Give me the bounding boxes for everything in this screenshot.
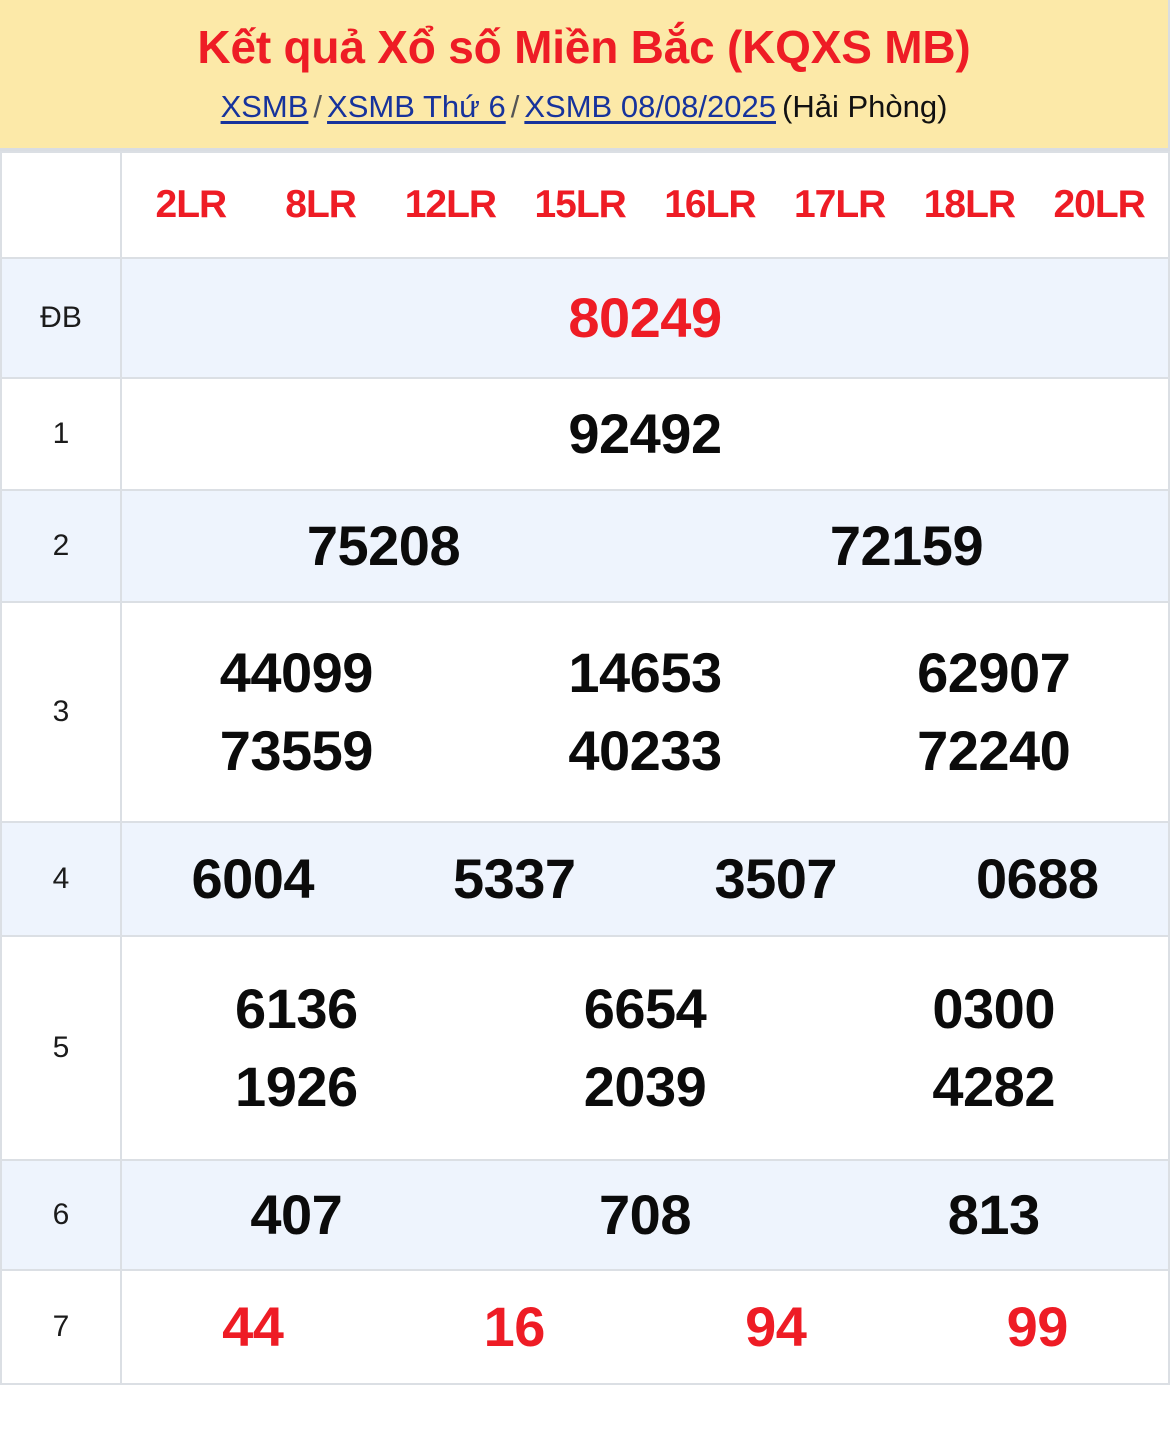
prize-values-1: 92492 <box>120 376 1170 491</box>
prize-stack-2: 75208 72159 <box>122 491 1168 601</box>
prize-row-3: 3 44099 14653 62907 73559 40233 72240 <box>0 600 1170 823</box>
prize-number-line: 75208 72159 <box>122 513 1168 577</box>
prize-number: 75208 <box>306 513 461 577</box>
prize-number-line: 44 16 94 99 <box>122 1294 1168 1358</box>
prize-number: 2039 <box>583 1054 707 1118</box>
prize-number: 92492 <box>568 401 722 465</box>
prize-number: 5337 <box>452 846 576 910</box>
prize-values-4: 6004 5337 3507 0688 <box>120 820 1170 937</box>
breadcrumb-province: (Hải Phòng) <box>782 88 948 124</box>
breadcrumb-link-xsmb[interactable]: XSMB <box>220 88 309 124</box>
lr-list: 2LR 8LR 12LR 15LR 16LR 17LR 18LR 20LR <box>122 183 1168 227</box>
lr-item-15lr[interactable]: 15LR <box>534 182 626 226</box>
prize-number: 407 <box>250 1182 343 1246</box>
prize-number: 4282 <box>932 1054 1055 1118</box>
prize-number: 72240 <box>917 718 1071 782</box>
prize-stack-db: 80249 <box>122 259 1168 377</box>
prize-number: 44099 <box>219 640 374 704</box>
prize-row-7: 7 44 16 94 99 <box>0 1268 1170 1385</box>
prize-number: 14653 <box>568 640 722 704</box>
prize-label-4: 4 <box>0 820 122 937</box>
prize-number-line: 6004 5337 3507 0688 <box>122 846 1168 910</box>
prize-number: 94 <box>745 1294 807 1358</box>
prize-label-db: ĐB <box>0 256 122 379</box>
prize-values-3: 44099 14653 62907 73559 40233 72240 <box>120 600 1170 823</box>
prize-row-5: 5 6136 6654 0300 1926 2039 4282 <box>0 934 1170 1161</box>
prize-number-line: 407 708 813 <box>122 1182 1168 1246</box>
prize-stack-1: 92492 <box>122 379 1168 489</box>
prize-stack-6: 407 708 813 <box>122 1161 1168 1269</box>
lr-header-values: 2LR 8LR 12LR 15LR 16LR 17LR 18LR 20LR <box>120 150 1170 259</box>
prize-row-6: 6 407 708 813 <box>0 1158 1170 1271</box>
prize-number: 813 <box>947 1182 1040 1246</box>
prize-values-6: 407 708 813 <box>120 1158 1170 1271</box>
lr-item-8lr[interactable]: 8LR <box>285 182 357 226</box>
prize-label-2: 2 <box>0 488 122 603</box>
prize-values-2: 75208 72159 <box>120 488 1170 603</box>
prize-label-1: 1 <box>0 376 122 491</box>
prize-values-5: 6136 6654 0300 1926 2039 4282 <box>120 934 1170 1161</box>
prize-number-line: 44099 14653 62907 <box>122 640 1168 704</box>
prize-stack-4: 6004 5337 3507 0688 <box>122 823 1168 935</box>
prize-number: 0300 <box>932 976 1055 1040</box>
results-table-body: 2LR 8LR 12LR 15LR 16LR 17LR 18LR 20LR ĐB <box>0 150 1170 1385</box>
prize-number: 6136 <box>235 976 358 1040</box>
lottery-results-table: 2LR 8LR 12LR 15LR 16LR 17LR 18LR 20LR ĐB <box>0 150 1170 1385</box>
prize-label-7: 7 <box>0 1268 122 1385</box>
prize-number: 1926 <box>235 1054 358 1118</box>
lr-item-16lr[interactable]: 16LR <box>664 182 756 226</box>
prize-row-4: 4 6004 5337 3507 0688 <box>0 820 1170 937</box>
breadcrumb-link-xsmb-thu-6[interactable]: XSMB Thứ 6 <box>327 88 506 124</box>
prize-number-line: 80249 <box>122 285 1168 349</box>
lr-header-label <box>0 150 122 259</box>
prize-values-db: 80249 <box>120 256 1170 379</box>
prize-number: 708 <box>599 1182 691 1246</box>
prize-row-1: 1 92492 <box>0 376 1170 491</box>
breadcrumb-separator-2: / <box>510 88 520 124</box>
prize-number: 73559 <box>219 718 374 782</box>
prize-number: 0688 <box>975 846 1099 910</box>
prize-number: 80249 <box>568 285 722 349</box>
prize-stack-7: 44 16 94 99 <box>122 1271 1168 1383</box>
prize-number: 72159 <box>829 513 984 577</box>
prize-number: 40233 <box>568 718 722 782</box>
breadcrumb-link-xsmb-date[interactable]: XSMB 08/08/2025 <box>524 88 776 124</box>
page-banner: Kết quả Xổ số Miền Bắc (KQXS MB) XSMB / XS… <box>0 0 1170 151</box>
prize-number: 6004 <box>191 846 315 910</box>
prize-number: 62907 <box>917 640 1071 704</box>
prize-row-db: ĐB 80249 <box>0 256 1170 379</box>
prize-label-6: 6 <box>0 1158 122 1271</box>
prize-number-line: 6136 6654 0300 <box>122 976 1168 1040</box>
lr-item-12lr[interactable]: 12LR <box>404 182 497 226</box>
prize-number: 44 <box>222 1294 284 1358</box>
lr-item-17lr[interactable]: 17LR <box>793 182 886 226</box>
breadcrumb-separator-1: / <box>313 88 323 124</box>
breadcrumb: XSMB / XSMB Thứ 6/XSMB 08/08/2025 (Hải Phòn… <box>0 88 1168 124</box>
prize-values-7: 44 16 94 99 <box>120 1268 1170 1385</box>
prize-stack-3: 44099 14653 62907 73559 40233 72240 <box>122 603 1168 821</box>
prize-number: 6654 <box>583 976 707 1040</box>
prize-number-line: 1926 2039 4282 <box>122 1054 1168 1118</box>
prize-stack-5: 6136 6654 0300 1926 2039 4282 <box>122 937 1168 1159</box>
lr-item-2lr[interactable]: 2LR <box>155 182 228 226</box>
prize-number-line: 73559 40233 72240 <box>122 718 1168 782</box>
prize-number: 3507 <box>714 846 838 910</box>
prize-row-2: 2 75208 72159 <box>0 488 1170 603</box>
prize-label-3: 3 <box>0 600 122 823</box>
prize-number: 16 <box>483 1294 546 1358</box>
lr-header-row: 2LR 8LR 12LR 15LR 16LR 17LR 18LR 20LR <box>0 150 1170 259</box>
prize-number: 99 <box>1006 1294 1069 1358</box>
lr-item-18lr[interactable]: 18LR <box>923 182 1016 226</box>
prize-label-5: 5 <box>0 934 122 1161</box>
lr-item-20lr[interactable]: 20LR <box>1053 182 1145 226</box>
prize-number-line: 92492 <box>122 401 1168 465</box>
page-title: Kết quả Xổ số Miền Bắc (KQXS MB) <box>197 21 971 73</box>
